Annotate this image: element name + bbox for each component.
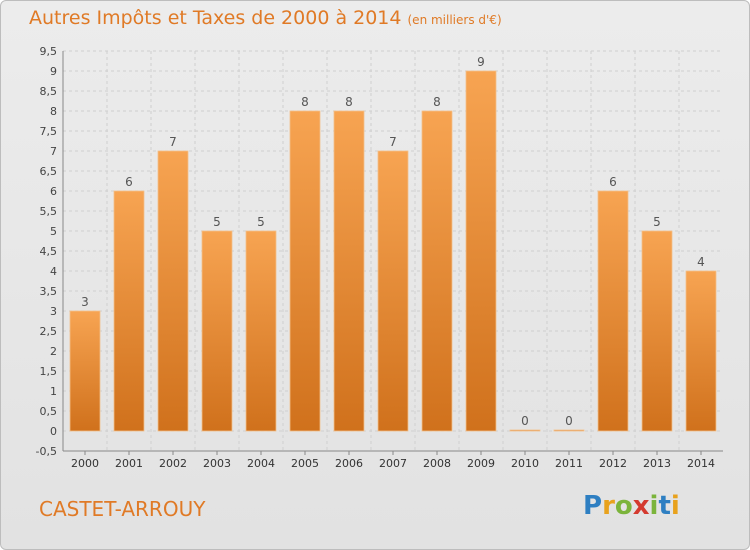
bar — [685, 270, 717, 432]
data-labels: 3 6 7 5 5 8 8 7 8 9 0 0 6 5 4 — [81, 55, 705, 428]
data-label: 8 — [301, 95, 309, 109]
y-axis: -0,5 0 0,5 1 1,5 2 2,5 3 3,5 4 4,5 5 5,5 6 6,5 7 7,5 8 8,5… — [36, 45, 64, 458]
y-tick-label: 2,5 — [40, 325, 58, 338]
proxiti-logo: Proxiti — [583, 491, 680, 521]
data-label: 8 — [433, 95, 441, 109]
bar — [465, 70, 497, 432]
bar — [509, 429, 541, 432]
y-tick-label: 1 — [50, 385, 57, 398]
y-tick-label: 1,5 — [40, 365, 58, 378]
data-label: 6 — [609, 175, 617, 189]
data-label: 6 — [125, 175, 133, 189]
x-tick-label: 2003 — [203, 457, 231, 470]
logo-letter: i — [649, 491, 659, 521]
y-tick-label: 0 — [50, 425, 57, 438]
x-tick-label: 2010 — [511, 457, 539, 470]
logo-letter: r — [602, 491, 615, 521]
bar — [69, 310, 101, 432]
y-tick-label: 5 — [50, 225, 57, 238]
y-tick-label: 7,5 — [40, 125, 58, 138]
y-tick-label: 4 — [50, 265, 57, 278]
logo-letter: x — [632, 491, 650, 521]
x-tick-label: 2005 — [291, 457, 319, 470]
bar — [289, 110, 321, 432]
bar — [113, 190, 145, 432]
bar — [421, 110, 453, 432]
y-tick-label: 4,5 — [40, 245, 58, 258]
x-tick-label: 2011 — [555, 457, 583, 470]
data-label: 8 — [345, 95, 353, 109]
data-label: 5 — [257, 215, 265, 229]
logo-letter: o — [614, 491, 633, 521]
data-label: 7 — [389, 135, 397, 149]
data-label: 0 — [521, 414, 529, 428]
y-tick-label: 3 — [50, 305, 57, 318]
chart-subtitle: (en milliers d'€) — [407, 13, 502, 27]
y-tick-label: 9 — [50, 65, 57, 78]
logo-letter: i — [670, 491, 680, 521]
x-tick-label: 2008 — [423, 457, 451, 470]
bar — [333, 110, 365, 432]
commune-name: CASTET-ARROUY — [39, 497, 206, 521]
x-tick-label: 2012 — [599, 457, 627, 470]
x-tick-label: 2014 — [687, 457, 715, 470]
bar — [245, 230, 277, 432]
bar — [377, 150, 409, 432]
x-tick-label: 2000 — [71, 457, 99, 470]
bar — [157, 150, 189, 432]
data-label: 5 — [653, 215, 661, 229]
y-tick-label: 0,5 — [40, 405, 58, 418]
logo-letter: t — [658, 491, 671, 521]
x-tick-label: 2004 — [247, 457, 275, 470]
y-tick-label: 8,5 — [40, 85, 58, 98]
y-tick-label: 6 — [50, 185, 57, 198]
bar — [553, 429, 585, 432]
x-axis: 2000 2001 2002 2003 2004 2005 2006 2007 2008 2009… — [63, 450, 723, 470]
data-label: 0 — [565, 414, 573, 428]
y-tick-label: 2 — [50, 345, 57, 358]
bar — [597, 190, 629, 432]
y-tick-label: 8 — [50, 105, 57, 118]
bars — [69, 70, 717, 432]
x-tick-label: 2007 — [379, 457, 407, 470]
y-tick-label: -0,5 — [36, 445, 57, 458]
x-tick-label: 2013 — [643, 457, 671, 470]
x-tick-label: 2009 — [467, 457, 495, 470]
y-tick-label: 9,5 — [40, 45, 58, 58]
x-tick-label: 2001 — [115, 457, 143, 470]
x-tick-label: 2006 — [335, 457, 363, 470]
bar — [201, 230, 233, 432]
data-label: 3 — [81, 295, 89, 309]
y-tick-label: 5,5 — [40, 205, 58, 218]
x-tick-label: 2002 — [159, 457, 187, 470]
data-label: 5 — [213, 215, 221, 229]
data-label: 7 — [169, 135, 177, 149]
y-tick-label: 6,5 — [40, 165, 58, 178]
data-label: 9 — [477, 55, 485, 69]
data-label: 4 — [697, 255, 705, 269]
y-tick-label: 3,5 — [40, 285, 58, 298]
bar — [641, 230, 673, 432]
y-tick-label: 7 — [50, 145, 57, 158]
logo-letter: P — [583, 491, 603, 521]
chart-title: Autres Impôts et Taxes de 2000 à 2014 (en… — [29, 7, 502, 29]
chart-title-text: Autres Impôts et Taxes de 2000 à 2014 — [29, 7, 402, 29]
